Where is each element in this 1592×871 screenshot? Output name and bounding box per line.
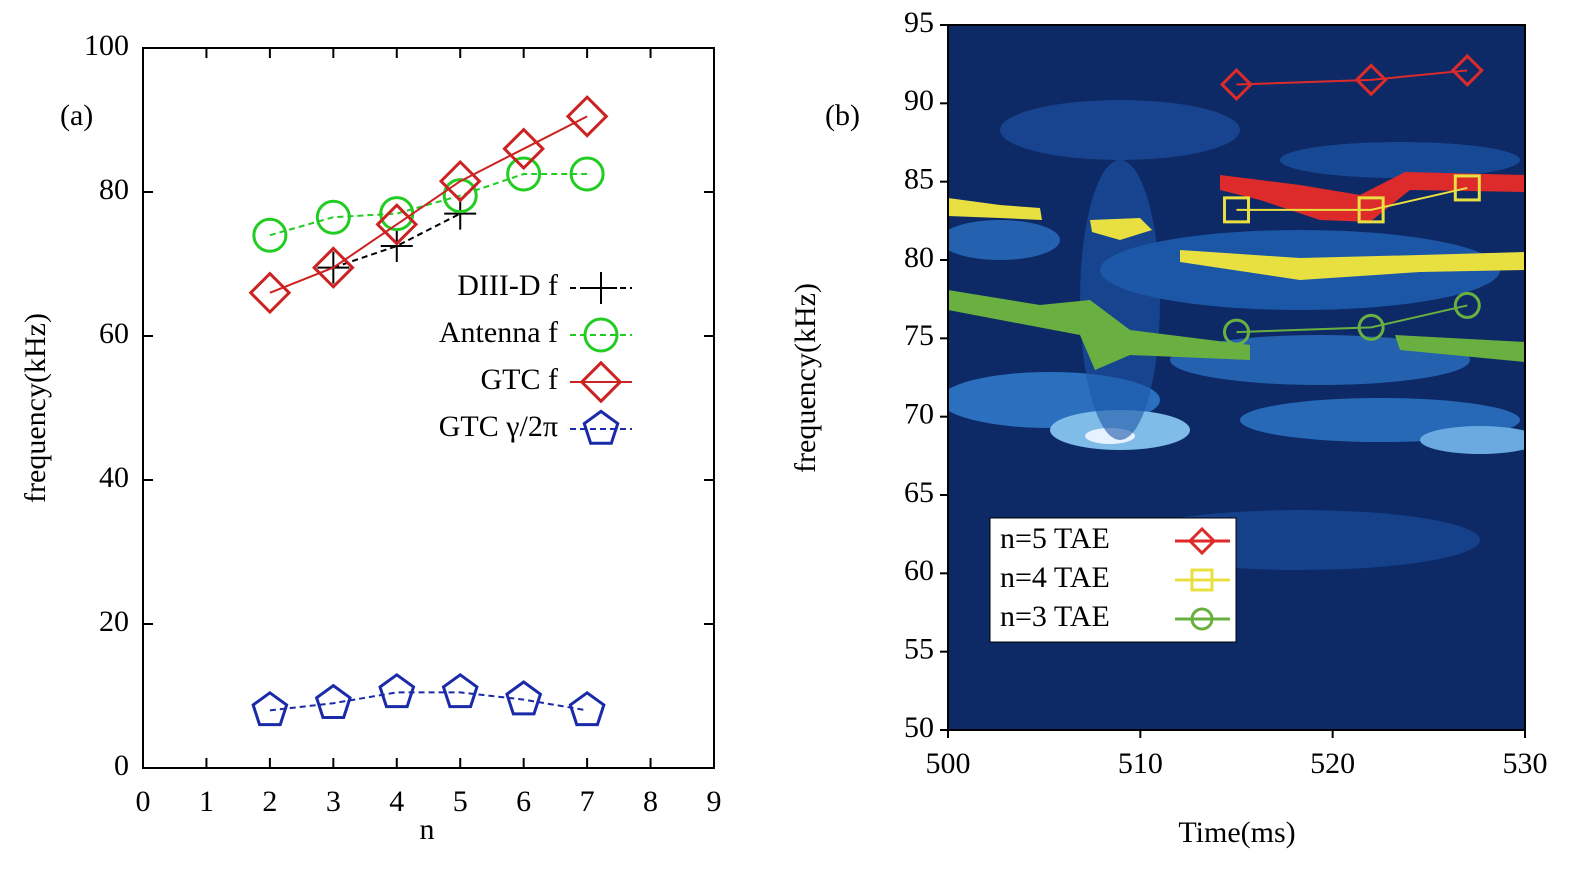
x-tick-label: 1 [199, 785, 214, 818]
legend-marker [579, 360, 623, 404]
marker [251, 690, 289, 727]
y-tick-label: 100 [84, 29, 129, 62]
y-tick-label: 70 [904, 398, 934, 431]
marker [568, 690, 606, 727]
x-tick-label: 6 [516, 785, 531, 818]
legend-label: Antenna f [439, 316, 558, 349]
x-tick-label: 2 [262, 785, 277, 818]
marker [1223, 196, 1250, 224]
x-tick-label: 9 [707, 785, 722, 818]
legend-marker [583, 317, 619, 353]
y-tick-label: 65 [904, 476, 934, 509]
marker [565, 95, 609, 138]
x-axis-label: n [420, 813, 435, 846]
series-line [1236, 69, 1468, 86]
x-tick-label: 520 [1310, 747, 1355, 780]
y-tick-label: 60 [99, 317, 129, 350]
panel-label: (a) [60, 99, 93, 132]
y-tick-label: 75 [904, 319, 934, 352]
marker [569, 156, 605, 192]
y-tick-label: 90 [904, 84, 934, 117]
marker [502, 127, 545, 171]
y-tick-label: 95 [904, 6, 934, 39]
marker [312, 246, 355, 289]
marker [380, 230, 413, 262]
legend-label: GTC f [481, 363, 559, 396]
x-tick-label: 500 [926, 747, 971, 780]
series-line [269, 115, 588, 294]
series-line [1236, 304, 1468, 334]
x-tick-label: 3 [326, 785, 341, 818]
marker [315, 199, 351, 235]
series-line [269, 173, 588, 237]
plot-frame [142, 47, 715, 769]
marker [1453, 291, 1481, 319]
marker [248, 271, 292, 315]
series-line [1236, 186, 1468, 211]
marker [378, 672, 416, 709]
y-tick-label: 85 [904, 163, 934, 196]
marker [314, 683, 352, 719]
legend-marker [1190, 568, 1214, 592]
y-tick-label: 0 [114, 749, 129, 782]
x-axis-label: Time(ms) [1178, 816, 1295, 849]
legend-label: GTC γ/2π [439, 410, 558, 443]
marker [1219, 68, 1254, 102]
x-tick-label: 8 [643, 785, 658, 818]
x-tick-label: 0 [136, 785, 151, 818]
marker [1354, 63, 1388, 97]
legend-marker [1187, 526, 1217, 556]
x-tick-label: 4 [389, 785, 404, 818]
y-tick-label: 40 [99, 461, 129, 494]
y-tick-label: 80 [904, 241, 934, 274]
marker [505, 680, 543, 716]
legend-marker [582, 409, 620, 445]
legend-label: DIII-D f [457, 269, 558, 302]
marker [444, 197, 477, 230]
marker [1357, 196, 1385, 224]
marker [252, 217, 288, 253]
y-axis-label: frequency(kHz) [19, 313, 52, 503]
series-line [333, 212, 461, 269]
panel-label: (b) [825, 99, 860, 132]
marker [1453, 174, 1481, 202]
x-tick-label: 7 [580, 785, 595, 818]
marker [441, 672, 479, 709]
legend-marker [585, 272, 617, 304]
legend-label: n=5 TAE [1000, 522, 1110, 555]
y-tick-label: 20 [99, 605, 129, 638]
marker [1223, 318, 1250, 346]
y-tick-label: 55 [904, 633, 934, 666]
y-axis-label: frequency(kHz) [789, 283, 822, 473]
marker [1357, 313, 1385, 341]
x-tick-label: 5 [453, 785, 468, 818]
legend-marker [1190, 607, 1214, 631]
marker [438, 159, 482, 203]
legend-label: n=3 TAE [1000, 600, 1110, 633]
legend-label: n=4 TAE [1000, 561, 1110, 594]
marker [1450, 53, 1484, 87]
y-tick-label: 80 [99, 173, 129, 206]
y-tick-label: 60 [904, 554, 934, 587]
plot-frame [947, 24, 1526, 731]
x-tick-label: 530 [1503, 747, 1548, 780]
x-tick-label: 510 [1118, 747, 1163, 780]
marker [375, 203, 419, 246]
series-line [269, 691, 588, 712]
marker [442, 178, 478, 214]
marker [506, 156, 542, 192]
y-tick-label: 50 [904, 711, 934, 744]
